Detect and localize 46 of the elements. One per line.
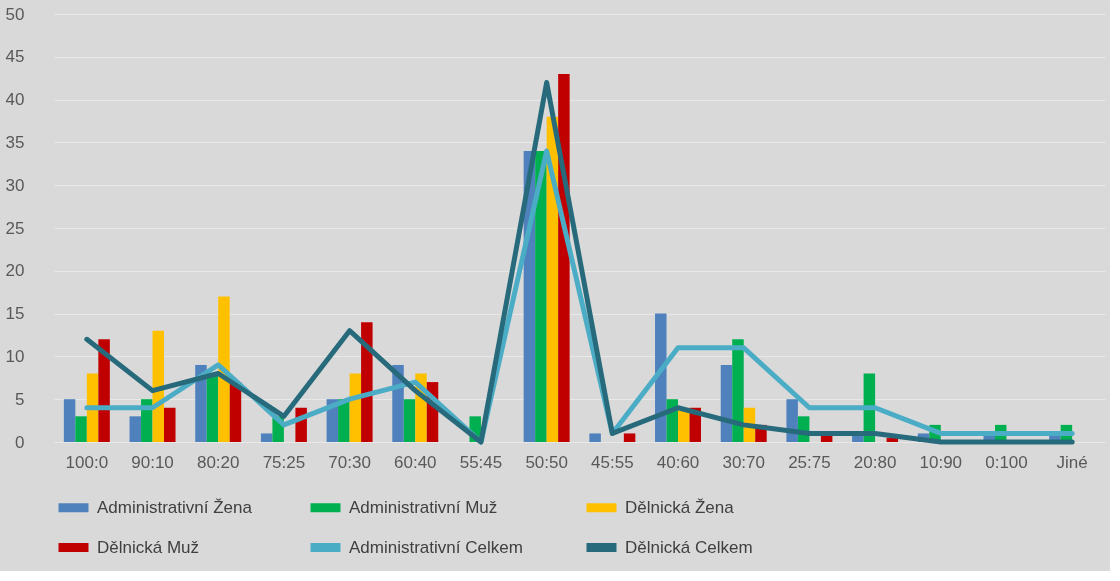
bar [63,399,76,442]
bar [260,433,273,442]
x-tick-label: 45:55 [591,452,634,472]
x-tick-label: 75:25 [262,452,306,472]
bar [206,373,219,442]
legend-label: Dělnická Žena [625,497,735,517]
x-tick-label: 70:30 [328,452,371,472]
x-tick-label: 90:10 [131,452,174,472]
y-tick-label: 5 [15,389,25,409]
y-tick-label: 45 [5,47,25,67]
y-tick-label: 50 [5,4,25,24]
y-tick-label: 20 [5,261,25,281]
x-tick-label: 50:50 [525,452,568,472]
x-tick-label: 20:80 [853,452,897,472]
y-tick-label: 0 [15,432,25,452]
bar [623,433,636,442]
bar [338,399,350,442]
y-tick-label: 15 [5,304,25,324]
x-tick-label: Jiné [1056,452,1088,472]
legend-label: Administrativní Muž [349,497,498,517]
legend-label: Administrativní Žena [97,497,253,517]
bar [164,407,176,442]
x-tick-label: 80:20 [196,452,240,472]
bar [218,296,230,442]
x-tick-label: 55:45 [459,452,503,472]
x-tick-label: 0:100 [985,452,1028,472]
y-tick-label: 35 [5,132,25,152]
bar [589,433,601,442]
y-tick-label: 25 [5,218,25,238]
x-tick-label: 10:90 [919,452,963,472]
bar [195,364,207,442]
x-tick-label: 25:75 [788,452,831,472]
legend-label: Administrativní Celkem [349,537,523,557]
bar [75,416,87,442]
x-tick-label: 30:70 [722,452,765,472]
bar [129,416,142,442]
x-tick-label: 60:40 [394,452,437,472]
x-tick-label: 40:60 [656,452,700,472]
legend-label: Dělnická Celkem [625,537,753,557]
y-tick-label: 10 [5,346,25,366]
x-tick-label: 100:0 [65,452,109,472]
legend-label: Dělnická Muž [97,537,200,557]
bar [403,399,416,442]
y-tick-label: 40 [5,90,25,110]
bar [535,150,547,442]
y-tick-label: 30 [5,175,25,195]
